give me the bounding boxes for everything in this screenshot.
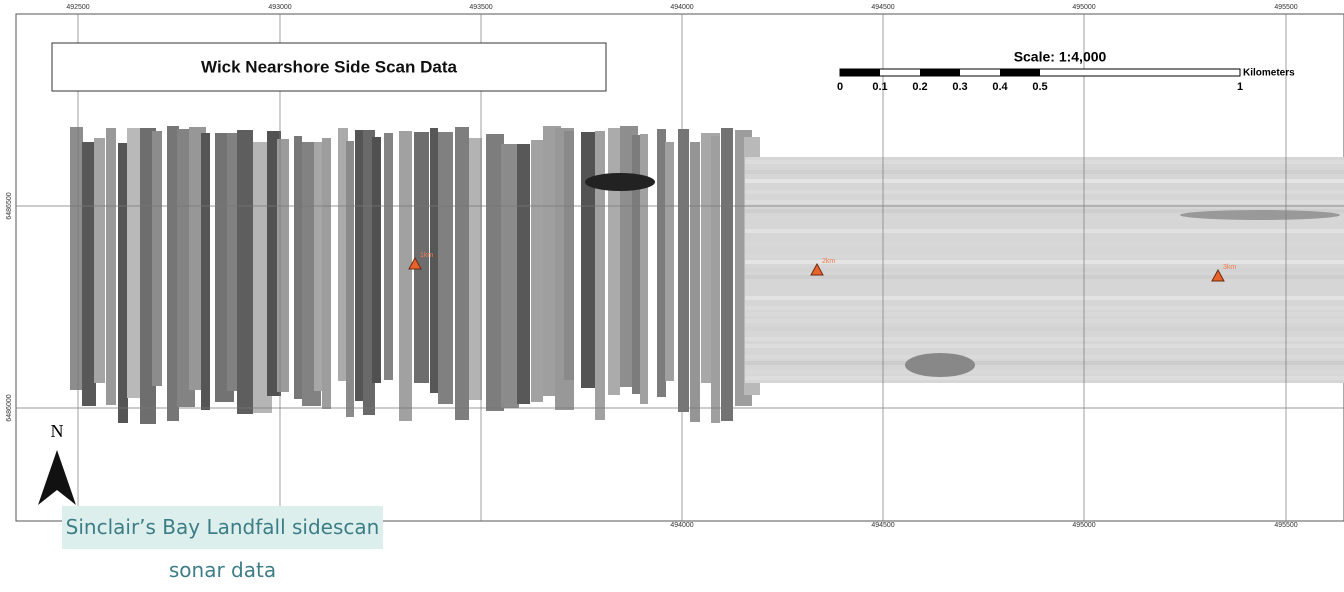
- sonar-strip: [745, 296, 1344, 300]
- sonar-strip: [640, 134, 648, 404]
- sonar-strip: [106, 128, 116, 405]
- scale-seg: [840, 69, 880, 76]
- x-coord-label: 493500: [469, 4, 492, 11]
- scale-tick-label: 0.2: [912, 81, 927, 93]
- sonar-strip: [745, 370, 1344, 374]
- marker-label: 3km: [1223, 264, 1236, 271]
- sonar-strip: [501, 144, 519, 408]
- x-coord-label: 494000: [670, 4, 693, 11]
- sonar-strip: [745, 242, 1344, 246]
- sonar-strip: [745, 283, 1344, 287]
- sonar-strip: [690, 142, 700, 422]
- sonar-strip: [294, 136, 302, 399]
- sonar-feature: [585, 173, 655, 191]
- sonar-strip: [127, 128, 140, 398]
- sonar-strip: [711, 136, 720, 423]
- sonar-strip: [745, 160, 1344, 164]
- x-coord-label: 495000: [1072, 522, 1095, 529]
- sonar-strip: [531, 140, 543, 402]
- sonar-strip: [372, 137, 381, 383]
- sonar-strip: [745, 306, 1344, 310]
- sonar-strip: [430, 128, 438, 393]
- marker-label: 2km: [822, 258, 835, 265]
- sonar-strip: [438, 132, 453, 404]
- x-coord-label: 495500: [1274, 522, 1297, 529]
- sonar-strip: [745, 170, 1344, 174]
- sonar-strip: [564, 131, 574, 380]
- sonar-strip: [745, 319, 1344, 323]
- sonar-strip: [745, 376, 1344, 380]
- sonar-strip: [657, 129, 666, 397]
- sonar-strip: [745, 200, 1344, 204]
- sonar-strip: [745, 268, 1344, 272]
- sonar-strip: [70, 127, 83, 390]
- caption: Sinclair’s Bay Landfall sidescan sonar d…: [62, 506, 383, 549]
- sonar-strip: [608, 128, 620, 395]
- sonar-strip: [118, 143, 128, 423]
- sonar-strip: [581, 132, 595, 388]
- sonar-strip: [745, 229, 1344, 233]
- sonar-strip: [152, 131, 162, 386]
- sonar-strip: [237, 130, 253, 414]
- sonar-strip: [745, 344, 1344, 348]
- sonar-mosaic: [70, 126, 1344, 424]
- scale-tick-label: 0: [837, 81, 843, 93]
- sonar-strip: [721, 128, 733, 421]
- x-coord-label: 494000: [670, 522, 693, 529]
- sonar-strip: [277, 139, 289, 392]
- scale-unit: Kilometers: [1243, 68, 1295, 79]
- sonar-strip: [745, 312, 1344, 316]
- sonar-strip: [745, 337, 1344, 341]
- scale-bar: [840, 69, 1240, 76]
- x-coord-label: 494500: [871, 522, 894, 529]
- scale-tick-label: 0.1: [872, 81, 887, 93]
- x-coord-label: 492500: [66, 4, 89, 11]
- sonar-strip: [665, 142, 674, 381]
- sonar-strip: [314, 142, 323, 391]
- sonar-strip: [745, 179, 1344, 183]
- marker-label: 1km: [420, 252, 433, 259]
- north-label: N: [51, 421, 64, 441]
- sonar-feature: [1180, 210, 1340, 220]
- scale-tick-label: 0.4: [992, 81, 1008, 93]
- sonar-strip: [322, 138, 331, 409]
- sonar-strip: [745, 327, 1344, 331]
- sonar-strip: [745, 355, 1344, 359]
- sonar-strip: [201, 133, 210, 410]
- scale-seg: [1000, 69, 1040, 76]
- sonar-strip: [399, 131, 412, 421]
- y-coord-label: 6486500: [6, 192, 13, 219]
- x-coord-label: 495000: [1072, 4, 1095, 11]
- sonar-strip: [82, 142, 96, 406]
- scale-label: Scale: 1:4,000: [1014, 49, 1107, 65]
- scale-tick-label: 0.3: [952, 81, 967, 93]
- x-coord-label: 493000: [268, 4, 291, 11]
- scale-tick-label: 0.5: [1032, 81, 1047, 93]
- x-coord-label: 495500: [1274, 4, 1297, 11]
- map-title: Wick Nearshore Side Scan Data: [201, 57, 457, 76]
- sonar-strip: [745, 190, 1344, 194]
- sonar-strip: [94, 138, 105, 383]
- sonar-strip: [469, 138, 482, 400]
- map: Wick Nearshore Side Scan Data Scale: 1:4…: [0, 0, 1344, 549]
- sonar-feature: [905, 353, 975, 377]
- sonar-strip: [346, 141, 354, 417]
- x-coord-label: 494500: [871, 4, 894, 11]
- sonar-strip: [455, 127, 469, 420]
- sonar-strip: [745, 361, 1344, 365]
- page: {"map":{"title":"Wick Nearshore Side Sca…: [0, 0, 1344, 549]
- sonar-strip: [517, 144, 530, 404]
- y-coord-label: 6486000: [6, 394, 13, 421]
- sonar-strip: [678, 129, 689, 412]
- scale-tick-label: 1: [1237, 81, 1243, 93]
- scale-seg: [920, 69, 960, 76]
- sonar-strip: [745, 275, 1344, 279]
- sonar-strip: [384, 133, 393, 380]
